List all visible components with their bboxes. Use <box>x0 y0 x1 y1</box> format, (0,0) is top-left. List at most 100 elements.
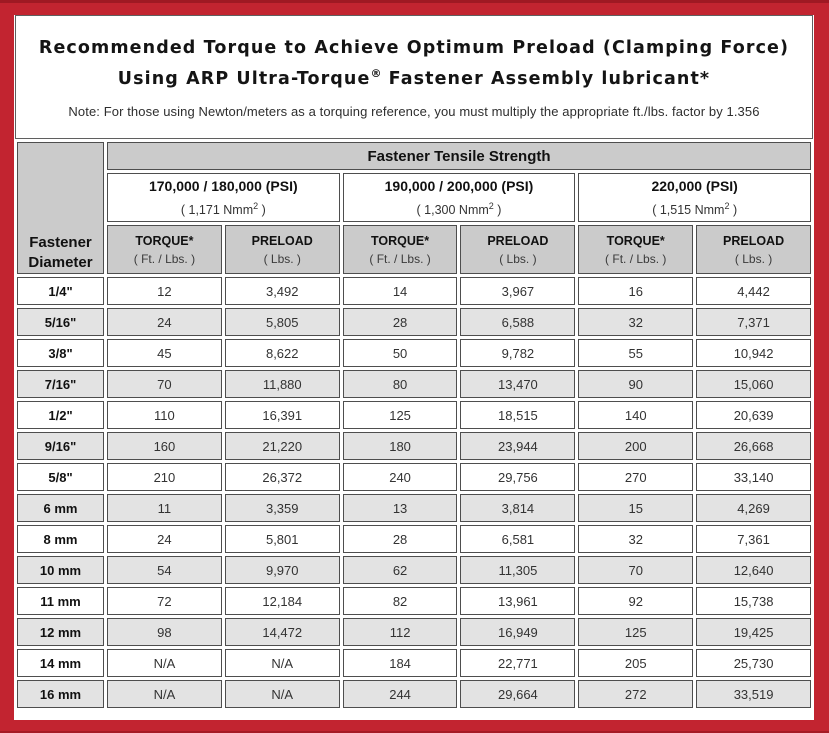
value-cell: 25,730 <box>696 649 811 677</box>
table-row: 16 mm N/A N/A 244 29,664 272 33,519 <box>17 680 811 708</box>
value-cell: 45 <box>107 339 222 367</box>
value-cell: 9,970 <box>224 556 340 584</box>
value-cell: 98 <box>107 618 222 646</box>
value-cell: 80 <box>342 370 458 398</box>
value-cell: 270 <box>578 463 694 491</box>
value-cell: 5,805 <box>224 308 340 336</box>
table-row: 8 mm 24 5,801 28 6,581 32 7,361 <box>17 525 811 553</box>
value-cell: 11 <box>107 494 222 522</box>
document-sheet: Recommended Torque to Achieve Optimum Pr… <box>14 15 814 720</box>
value-cell: 160 <box>107 432 222 460</box>
value-cell: 21,220 <box>224 432 340 460</box>
table-row: 11 mm 72 12,184 82 13,961 92 15,738 <box>17 587 811 615</box>
value-cell: 15,738 <box>696 587 811 615</box>
psi-group-header: 220,000 (PSI)( 1,515 Nmm2 ) <box>578 173 811 222</box>
value-cell: 180 <box>342 432 458 460</box>
value-cell: 240 <box>342 463 458 491</box>
diameter-cell: 14 mm <box>17 649 104 677</box>
tensile-header-row: Fastener Diameter Fastener Tensile Stren… <box>17 142 811 274</box>
title-line-2: Using ARP Ultra-Torque® Fastener Assembl… <box>117 67 711 89</box>
column-header-row: TORQUE*( Ft. / Lbs. ) PRELOAD( Lbs. ) TORQ… <box>17 225 811 274</box>
tensile-strength-header: Fastener Tensile Strength <box>107 142 811 170</box>
value-cell: 4,269 <box>696 494 811 522</box>
value-cell: 3,492 <box>224 277 340 305</box>
value-cell: 72 <box>107 587 222 615</box>
value-cell: 26,372 <box>224 463 340 491</box>
diameter-cell: 3/8" <box>17 339 104 367</box>
torque-table: Fastener Diameter Fastener Tensile Stren… <box>14 139 814 711</box>
value-cell: 244 <box>342 680 458 708</box>
table-row: 7/16" 70 11,880 80 13,470 90 15,060 <box>17 370 811 398</box>
value-cell: 210 <box>107 463 222 491</box>
value-cell: 5,801 <box>224 525 340 553</box>
diameter-cell: 7/16" <box>17 370 104 398</box>
value-cell: 26,668 <box>696 432 811 460</box>
value-cell: 33,140 <box>696 463 811 491</box>
preload-column-header: PRELOAD( Lbs. ) <box>460 225 576 274</box>
value-cell: 32 <box>578 308 694 336</box>
table-row: 12 mm 98 14,472 112 16,949 125 19,425 <box>17 618 811 646</box>
table-row: 9/16" 160 21,220 180 23,944 200 26,668 <box>17 432 811 460</box>
table-row: 3/8" 45 8,622 50 9,782 55 10,942 <box>17 339 811 367</box>
fastener-diameter-header: Fastener Diameter <box>17 142 104 274</box>
psi-group-header: 170,000 / 180,000 (PSI)( 1,171 Nmm2 ) <box>107 173 340 222</box>
table-row: 1/2" 110 16,391 125 18,515 140 20,639 <box>17 401 811 429</box>
value-cell: 19,425 <box>696 618 811 646</box>
value-cell: 13,961 <box>460 587 576 615</box>
value-cell: 29,664 <box>460 680 576 708</box>
registered-trademark-symbol: ® <box>370 67 382 80</box>
value-cell: 112 <box>342 618 458 646</box>
table-row: 10 mm 54 9,970 62 11,305 70 12,640 <box>17 556 811 584</box>
preload-column-header: PRELOAD( Lbs. ) <box>224 225 340 274</box>
value-cell: 12,640 <box>696 556 811 584</box>
value-cell: 28 <box>342 308 458 336</box>
value-cell: 272 <box>578 680 694 708</box>
value-cell: 7,371 <box>696 308 811 336</box>
value-cell: 92 <box>578 587 694 615</box>
value-cell: 33,519 <box>696 680 811 708</box>
value-cell: 13,470 <box>460 370 576 398</box>
value-cell: 4,442 <box>696 277 811 305</box>
value-cell: 16,391 <box>224 401 340 429</box>
value-cell: 205 <box>578 649 694 677</box>
value-cell: 90 <box>578 370 694 398</box>
value-cell: 82 <box>342 587 458 615</box>
value-cell: 15,060 <box>696 370 811 398</box>
value-cell: 11,880 <box>224 370 340 398</box>
torque-column-header: TORQUE*( Ft. / Lbs. ) <box>342 225 458 274</box>
value-cell: 9,782 <box>460 339 576 367</box>
value-cell: 11,305 <box>460 556 576 584</box>
value-cell: 6,588 <box>460 308 576 336</box>
value-cell: N/A <box>107 649 222 677</box>
value-cell: 6,581 <box>460 525 576 553</box>
diameter-cell: 8 mm <box>17 525 104 553</box>
psi-group-header: 190,000 / 200,000 (PSI)( 1,300 Nmm2 ) <box>342 173 576 222</box>
title-box: Recommended Torque to Achieve Optimum Pr… <box>15 15 813 139</box>
table-row: 6 mm 11 3,359 13 3,814 15 4,269 <box>17 494 811 522</box>
value-cell: 3,814 <box>460 494 576 522</box>
table-row: 5/16" 24 5,805 28 6,588 32 7,371 <box>17 308 811 336</box>
value-cell: 8,622 <box>224 339 340 367</box>
value-cell: 55 <box>578 339 694 367</box>
value-cell: 12 <box>107 277 222 305</box>
value-cell: 16 <box>578 277 694 305</box>
value-cell: 184 <box>342 649 458 677</box>
value-cell: 24 <box>107 308 222 336</box>
value-cell: 22,771 <box>460 649 576 677</box>
torque-column-header: TORQUE*( Ft. / Lbs. ) <box>578 225 694 274</box>
value-cell: 70 <box>107 370 222 398</box>
title-line-1: Recommended Torque to Achieve Optimum Pr… <box>38 38 790 58</box>
diameter-cell: 6 mm <box>17 494 104 522</box>
value-cell: 70 <box>578 556 694 584</box>
value-cell: 13 <box>342 494 458 522</box>
diameter-cell: 9/16" <box>17 432 104 460</box>
value-cell: 18,515 <box>460 401 576 429</box>
value-cell: 125 <box>342 401 458 429</box>
value-cell: 14,472 <box>224 618 340 646</box>
preload-column-header: PRELOAD( Lbs. ) <box>696 225 811 274</box>
value-cell: 10,942 <box>696 339 811 367</box>
torque-column-header: TORQUE*( Ft. / Lbs. ) <box>107 225 222 274</box>
note-text: Note: For those using Newton/meters as a… <box>68 103 760 119</box>
value-cell: 16,949 <box>460 618 576 646</box>
